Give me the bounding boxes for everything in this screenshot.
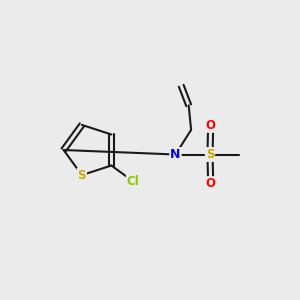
Text: O: O	[206, 177, 216, 190]
Text: S: S	[206, 148, 214, 161]
Text: O: O	[206, 119, 216, 132]
Text: S: S	[78, 169, 86, 182]
Text: Cl: Cl	[127, 175, 140, 188]
Text: N: N	[170, 148, 181, 161]
